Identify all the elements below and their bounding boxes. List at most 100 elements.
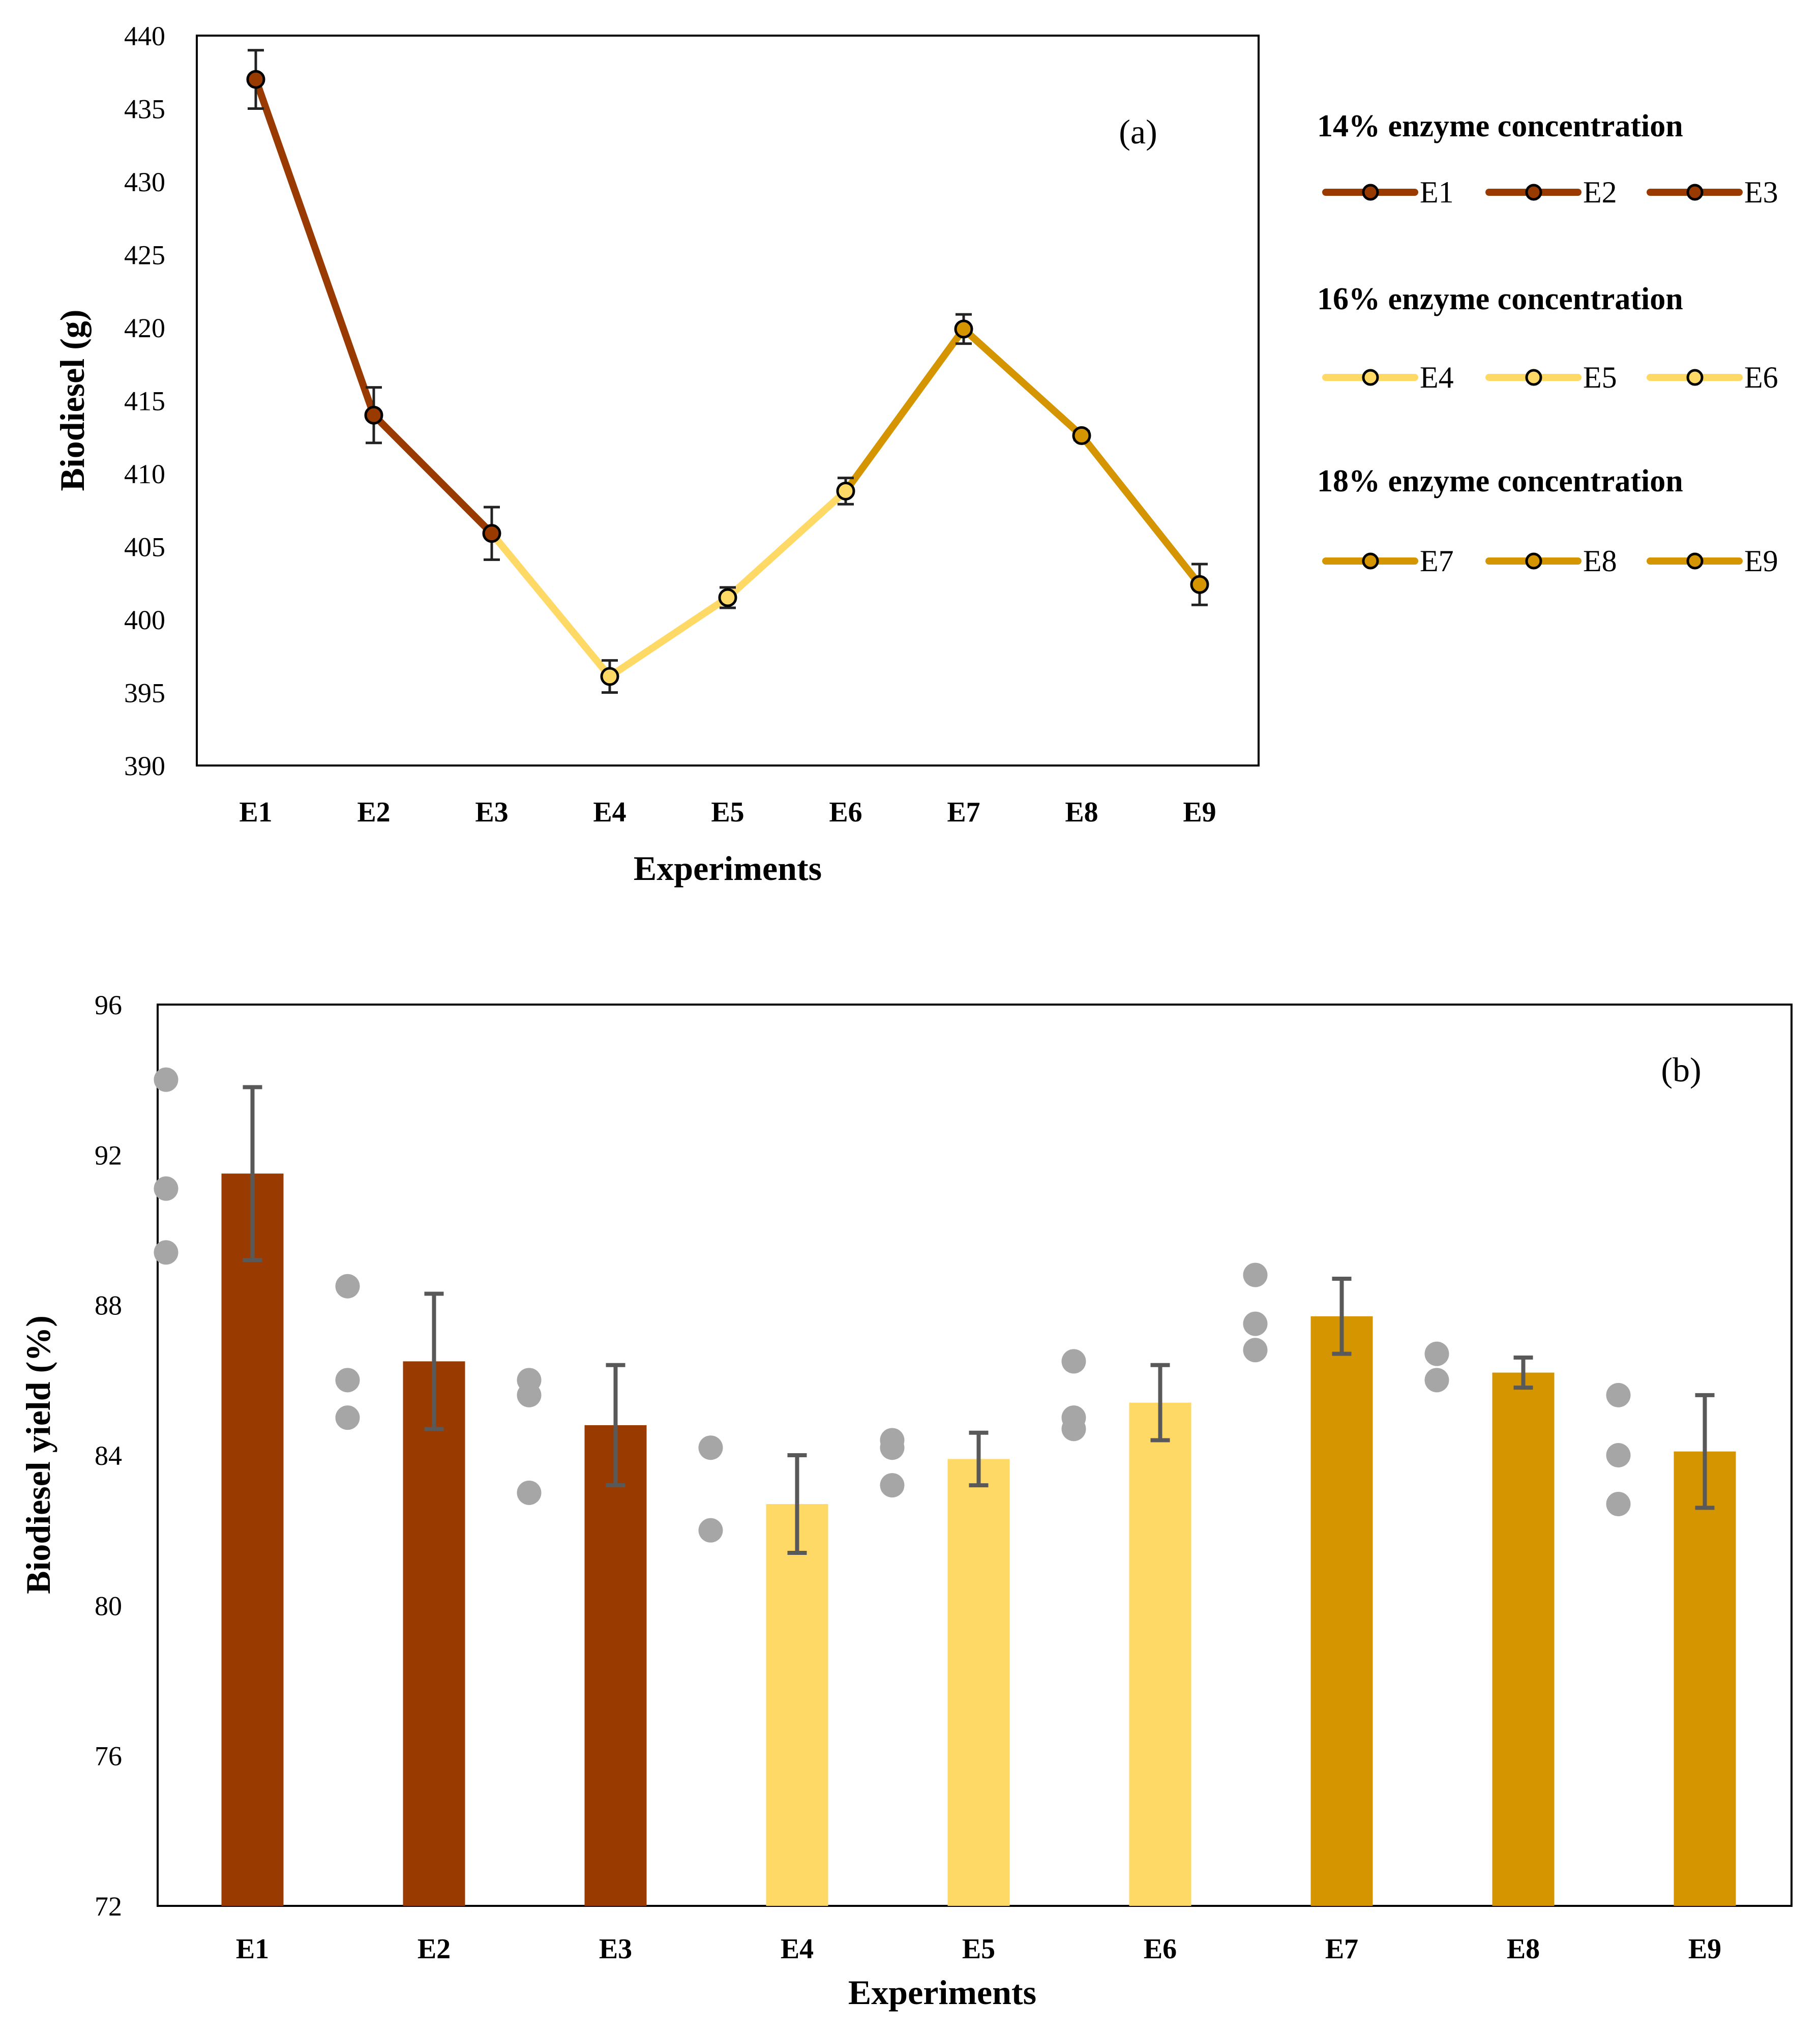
panel-a-legend-title: 14% enzyme concentration bbox=[1317, 109, 1683, 143]
panel-a-x-tick-label: E5 bbox=[711, 797, 744, 828]
panel-a-line-segment bbox=[724, 487, 849, 601]
panel-a-x-tick-label: E8 bbox=[1065, 797, 1098, 828]
panel-a-legend-marker bbox=[1686, 552, 1704, 570]
panel-b-replicate-point bbox=[335, 1368, 360, 1393]
panel-a-legend-item: E4 bbox=[1420, 361, 1454, 394]
panel-a-data-point bbox=[954, 319, 973, 339]
panel-a-line-segment bbox=[488, 529, 613, 680]
panel-b-replicate-point bbox=[1606, 1382, 1631, 1407]
panel-b-replicate-point bbox=[517, 1382, 542, 1407]
panel-a-y-axis-label: Biodiesel (g) bbox=[53, 310, 92, 491]
panel-b-replicate-points bbox=[154, 1067, 1631, 1543]
panel-b-bar bbox=[1674, 1451, 1736, 1906]
panel-b-replicate-point bbox=[698, 1518, 723, 1543]
panel-b-replicate-point bbox=[1243, 1262, 1268, 1287]
panel-a-y-tick-label: 410 bbox=[124, 459, 165, 489]
panel-a-line-segment bbox=[960, 325, 1085, 439]
panel-b-replicate-point bbox=[154, 1176, 178, 1201]
panel-a-y-tick-label: 390 bbox=[124, 751, 165, 781]
panel-a-line-segment bbox=[606, 594, 731, 680]
panel-a-data-point bbox=[364, 405, 383, 425]
panel-b-replicate-point bbox=[1061, 1349, 1086, 1374]
panel-a-legend-title: 18% enzyme concentration bbox=[1317, 464, 1683, 498]
panel-b-replicate-point bbox=[1606, 1491, 1631, 1516]
panel-b-replicate-point bbox=[880, 1435, 905, 1460]
panel-a-legend-item: E2 bbox=[1583, 175, 1617, 209]
panel-a-legend: 14% enzyme concentration E1 E2 E3 16% enzyme… bbox=[1317, 109, 1778, 578]
panel-b-replicate-point bbox=[1061, 1417, 1086, 1441]
panel-b-label: (b) bbox=[1661, 1050, 1701, 1089]
panel-b-x-tick-label: E2 bbox=[417, 1933, 451, 1965]
panel-a-data-point bbox=[1072, 426, 1091, 445]
panel-b-bar bbox=[1492, 1372, 1555, 1906]
panel-a-x-tick-label: E4 bbox=[593, 797, 626, 828]
panel-a-legend-marker bbox=[1686, 369, 1704, 386]
panel-b-bar bbox=[221, 1173, 284, 1906]
panel-b-replicate-point bbox=[517, 1480, 542, 1505]
panel-a-x-tick-label: E3 bbox=[475, 797, 508, 828]
panel-b-replicate-point bbox=[1424, 1341, 1449, 1366]
panel-a-legend-title: 16% enzyme concentration bbox=[1317, 282, 1683, 316]
panel-b-x-ticks: E1 E2 E3 E4 E5 E6 E7 E8 E9 bbox=[236, 1933, 1721, 1965]
panel-a-y-tick-label: 435 bbox=[124, 94, 165, 125]
panel-b-error-bars bbox=[243, 1085, 1715, 1555]
panel-b-y-tick-label: 80 bbox=[95, 1591, 122, 1621]
panel-a-legend-item: E6 bbox=[1744, 361, 1778, 394]
panel-b-y-tick-label: 76 bbox=[95, 1741, 122, 1772]
panel-b-x-tick-label: E5 bbox=[962, 1933, 995, 1965]
panel-b-bar bbox=[1129, 1402, 1191, 1906]
panel-a-data-point bbox=[246, 70, 265, 89]
panel-b-replicate-point bbox=[1243, 1338, 1268, 1363]
panel-a-plot-frame bbox=[196, 35, 1260, 767]
panel-a-data-point bbox=[600, 667, 619, 686]
panel-b-bar bbox=[1310, 1316, 1373, 1906]
panel-b-replicate-point bbox=[1606, 1443, 1631, 1467]
panel-b-replicate-point bbox=[880, 1473, 905, 1498]
panel-a-label: (a) bbox=[1119, 112, 1157, 151]
panel-a-legend-marker bbox=[1525, 369, 1542, 386]
panel-a-data-point bbox=[836, 481, 855, 501]
panel-b-y-tick-label: 72 bbox=[95, 1891, 122, 1922]
panel-a-legend-item: E9 bbox=[1744, 544, 1778, 578]
panel-a-y-tick-label: 430 bbox=[124, 167, 165, 197]
panel-a-y-tick-label: 400 bbox=[124, 605, 165, 635]
panel-a-line-segment bbox=[1078, 432, 1203, 588]
panel-b-x-tick-label: E3 bbox=[599, 1933, 632, 1965]
panel-a-x-axis-label: Experiments bbox=[634, 849, 822, 888]
panel-a-y-tick-label: 440 bbox=[124, 21, 165, 51]
panel-a-x-tick-label: E2 bbox=[357, 797, 390, 828]
panel-a-data-point bbox=[718, 588, 737, 607]
panel-a-series-lines bbox=[252, 76, 1203, 680]
panel-a-x-tick-label: E6 bbox=[829, 797, 862, 828]
panel-b-replicate-point bbox=[154, 1067, 178, 1092]
panel-b-x-tick-label: E9 bbox=[1688, 1933, 1721, 1965]
panel-a-legend-item: E3 bbox=[1744, 175, 1778, 209]
panel-a-legend-item: E8 bbox=[1583, 544, 1617, 578]
panel-a-line-segment bbox=[370, 411, 495, 537]
panel-a-line-segment bbox=[252, 76, 377, 419]
panel-a-line-chart: 390 395 400 405 410 415 420 425 430 435 440 E1 E2 E3… bbox=[53, 21, 1778, 888]
panel-a-legend-marker bbox=[1362, 369, 1379, 386]
panel-b-bar-chart: 72 76 80 84 88 92 96 E1 E2 E3 E4 E5 E6 E7 E8 E9 (b) Ex… bbox=[19, 990, 1793, 2012]
panel-a-y-tick-label: 395 bbox=[124, 678, 165, 709]
panel-a-x-tick-label: E1 bbox=[239, 797, 272, 828]
panel-a-legend-marker bbox=[1362, 184, 1379, 201]
panel-a-y-tick-label: 415 bbox=[124, 386, 165, 417]
panel-a-line-segment bbox=[842, 325, 967, 495]
panel-a-x-ticks: E1 E2 E3 E4 E5 E6 E7 E8 E9 bbox=[239, 797, 1216, 828]
panel-a-x-tick-label: E9 bbox=[1183, 797, 1216, 828]
panel-b-x-tick-label: E7 bbox=[1325, 1933, 1358, 1965]
panel-b-x-tick-label: E4 bbox=[781, 1933, 814, 1965]
panel-a-legend-marker bbox=[1525, 552, 1542, 570]
panel-a-legend-item: E5 bbox=[1583, 361, 1617, 394]
panel-b-replicate-point bbox=[698, 1435, 723, 1460]
panel-b-x-tick-label: E8 bbox=[1507, 1933, 1540, 1965]
panel-b-replicate-point bbox=[335, 1405, 360, 1430]
panel-b-bar bbox=[584, 1425, 647, 1906]
panel-b-bars bbox=[221, 1173, 1736, 1906]
panel-b-bar bbox=[403, 1361, 465, 1906]
panel-a-legend-marker bbox=[1362, 552, 1379, 570]
panel-b-replicate-point bbox=[1243, 1311, 1268, 1336]
panel-a-legend-item: E7 bbox=[1420, 544, 1454, 578]
panel-b-replicate-point bbox=[335, 1274, 360, 1299]
